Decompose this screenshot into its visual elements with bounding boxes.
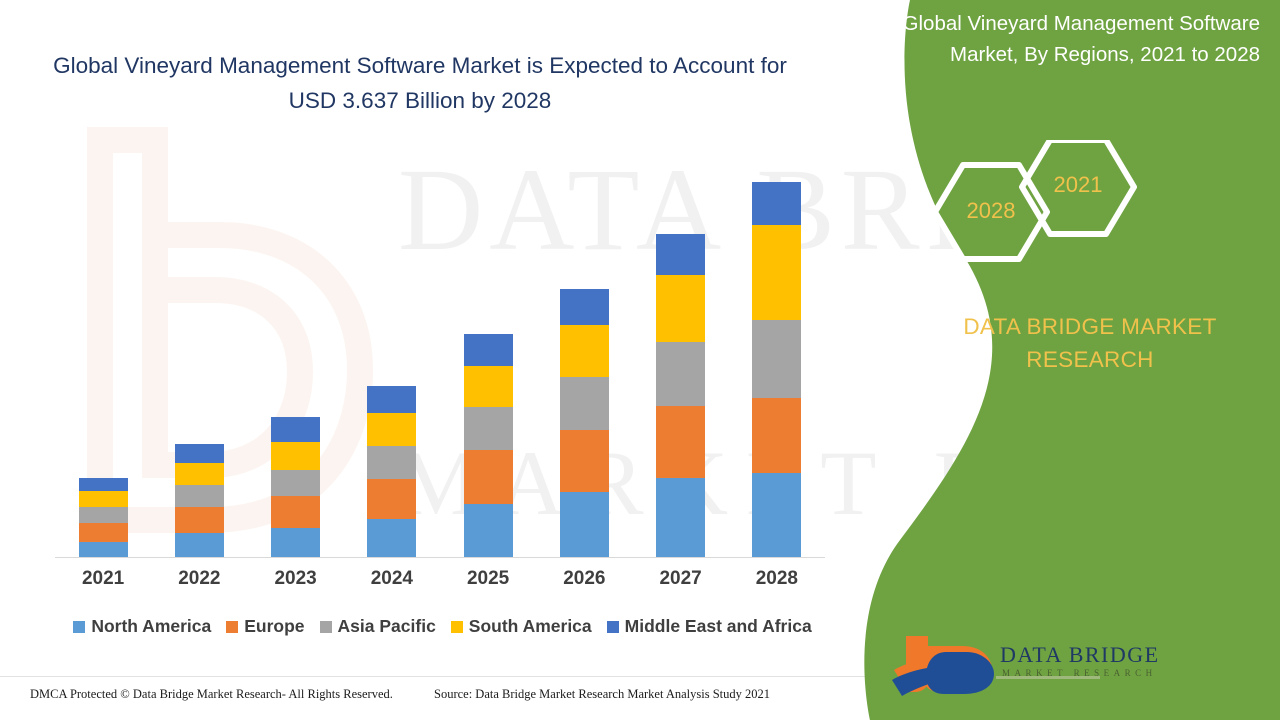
legend-item[interactable]: South America: [450, 616, 592, 637]
bar-segment[interactable]: [559, 325, 609, 377]
bar-2027[interactable]: [656, 234, 706, 558]
legend-swatch-icon: [226, 620, 239, 633]
bar-segment[interactable]: [463, 366, 513, 407]
bar-2025[interactable]: [463, 334, 513, 558]
bar-segment[interactable]: [559, 289, 609, 325]
bar-segment[interactable]: [367, 413, 417, 446]
x-axis-label-2021: 2021: [81, 568, 125, 589]
legend-item[interactable]: North America: [73, 616, 211, 637]
bar-2028[interactable]: [752, 182, 802, 558]
legend-label: North America: [91, 616, 212, 636]
x-axis-label-2026: 2026: [563, 568, 606, 589]
x-axis-label-2023: 2023: [274, 568, 317, 589]
panel-title: Global Vineyard Management Software Mark…: [902, 12, 1260, 66]
legend-swatch-icon: [450, 620, 463, 633]
bar-segment[interactable]: [752, 225, 802, 320]
bar-segment[interactable]: [174, 485, 224, 507]
bar-segment[interactable]: [752, 320, 802, 398]
x-axis-label-2022: 2022: [178, 568, 221, 589]
bar-segment[interactable]: [367, 386, 417, 413]
bar-segment[interactable]: [752, 398, 802, 473]
bar-2026[interactable]: [559, 289, 609, 558]
bar-segment[interactable]: [174, 444, 224, 463]
bar-segment[interactable]: [463, 334, 513, 366]
green-panel-content: Global Vineyard Management Software Mark…: [900, 0, 1280, 720]
x-axis-label-2027: 2027: [659, 568, 702, 589]
chart-panel: Global Vineyard Management Software Mark…: [0, 53, 870, 701]
footer-divider: [0, 676, 870, 677]
logo-tagline: MARKET RESEARCH: [1002, 668, 1157, 678]
legend-label: South America: [468, 616, 592, 636]
data-bridge-logo-icon: [892, 636, 1100, 696]
bar-2024[interactable]: [367, 386, 417, 558]
logo-wordmark: DATA BRIDGE: [1000, 642, 1160, 667]
bar-segment[interactable]: [656, 406, 706, 478]
bar-segment[interactable]: [174, 463, 224, 485]
hexagon-outline-icon: [932, 137, 1137, 262]
bar-segment[interactable]: [559, 430, 609, 492]
legend-swatch-icon: [73, 620, 86, 633]
x-axis-line: [55, 557, 825, 558]
bar-segment[interactable]: [271, 496, 321, 528]
x-axis-label-2028: 2028: [755, 568, 799, 589]
hexagon-label-2021: 2021: [1053, 172, 1103, 197]
bar-segment[interactable]: [174, 507, 224, 533]
bar-segment[interactable]: [367, 479, 417, 519]
x-axis-label-2024: 2024: [370, 568, 414, 589]
bar-segment[interactable]: [656, 275, 706, 342]
legend-label: Middle East and Africa: [624, 616, 812, 636]
bar-segment[interactable]: [463, 504, 513, 558]
bar-segment[interactable]: [367, 446, 417, 479]
page-title: Global Vineyard Management Software Mark…: [53, 53, 787, 113]
bar-segment[interactable]: [78, 542, 128, 558]
bar-segment[interactable]: [752, 182, 802, 225]
bar-segment[interactable]: [271, 417, 321, 442]
legend-swatch-icon: [606, 620, 619, 633]
bar-segment[interactable]: [367, 519, 417, 558]
legend-swatch-icon: [319, 620, 332, 633]
footer-dmca-text: DMCA Protected © Data Bridge Market Rese…: [30, 687, 393, 701]
bar-segment[interactable]: [559, 377, 609, 430]
bar-segment[interactable]: [271, 442, 321, 470]
x-axis-label-2025: 2025: [466, 568, 510, 589]
bar-segment[interactable]: [752, 473, 802, 558]
legend-label: Europe: [244, 616, 305, 636]
legend-label: Asia Pacific: [337, 616, 436, 636]
x-axis-labels: 2021 2022 2023 2024 2025 2026 2027 2028: [55, 568, 825, 598]
bar-segment[interactable]: [271, 528, 321, 558]
chart-plot-area: [55, 160, 825, 558]
bar-segment[interactable]: [78, 507, 128, 523]
bar-segment[interactable]: [656, 342, 706, 406]
hexagon-label-2028: 2028: [966, 198, 1016, 223]
legend-item[interactable]: Europe: [226, 616, 305, 637]
bar-2022[interactable]: [174, 444, 224, 558]
bar-segment[interactable]: [656, 478, 706, 558]
chart-legend: North America Europe Asia Pacific South Ame…: [55, 616, 830, 637]
bar-segment[interactable]: [78, 523, 128, 542]
hexagon-badges: 2028 2021: [900, 137, 1280, 280]
bar-segment[interactable]: [78, 491, 128, 507]
footer-source-text: Source: Data Bridge Market Research Mark…: [434, 687, 771, 701]
bar-segment[interactable]: [559, 492, 609, 558]
bar-segment[interactable]: [174, 533, 224, 558]
bar-2021[interactable]: [78, 478, 128, 558]
bar-segment[interactable]: [463, 450, 513, 504]
brand-name: DATA BRIDGE MARKET RESEARCH: [963, 314, 1217, 372]
bar-segment[interactable]: [463, 407, 513, 450]
bar-2023[interactable]: [271, 417, 321, 558]
legend-item[interactable]: Asia Pacific: [319, 616, 436, 637]
bar-segment[interactable]: [78, 478, 128, 491]
bar-segment[interactable]: [656, 234, 706, 275]
bar-segment[interactable]: [271, 470, 321, 496]
legend-item[interactable]: Middle East and Africa: [606, 616, 812, 637]
